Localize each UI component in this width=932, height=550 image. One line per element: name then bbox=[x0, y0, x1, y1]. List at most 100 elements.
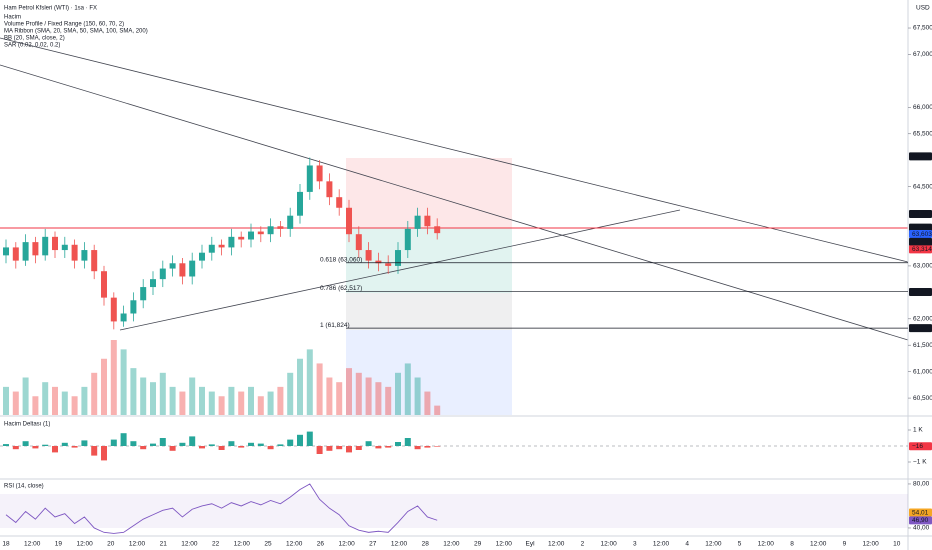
time-label: 12:00 bbox=[286, 541, 303, 548]
time-label: 12:00 bbox=[653, 541, 670, 548]
delta-bar bbox=[101, 446, 107, 461]
candle-body bbox=[32, 242, 39, 256]
time-label: 12:00 bbox=[705, 541, 722, 548]
time-label: 12:00 bbox=[76, 541, 93, 548]
y-tick-label: 80,00 bbox=[913, 481, 930, 488]
candle-body bbox=[101, 271, 107, 298]
volume-bar bbox=[12, 391, 19, 415]
delta-bar bbox=[316, 446, 323, 454]
volume-bar bbox=[287, 372, 294, 415]
volume-bar bbox=[81, 386, 88, 415]
time-label: 25 bbox=[264, 541, 272, 548]
volume-bar bbox=[414, 377, 421, 415]
price-tag bbox=[909, 288, 932, 297]
delta-bar bbox=[3, 444, 9, 446]
price-tag-label: 46,90 bbox=[912, 517, 929, 524]
delta-bar bbox=[248, 442, 254, 446]
pane-title: Hacim Deltası (1) bbox=[4, 422, 50, 428]
candle-body bbox=[218, 244, 225, 248]
time-label: 12:00 bbox=[181, 541, 198, 548]
y-tick-label: 63,000 bbox=[913, 263, 932, 270]
candle-body bbox=[169, 263, 176, 269]
delta-bar bbox=[199, 446, 205, 449]
delta-bar bbox=[297, 434, 303, 446]
delta-bar bbox=[130, 441, 137, 446]
time-label: 4 bbox=[685, 541, 689, 548]
delta-bar bbox=[12, 446, 19, 450]
delta-bar bbox=[218, 446, 225, 450]
indicator: MA Ribbon (SMA, 20, SMA, 50, SMA, 100, S… bbox=[4, 29, 148, 35]
level-label: 0.618 (63,060) bbox=[320, 256, 362, 263]
volume-bar bbox=[375, 382, 382, 415]
price-tag bbox=[909, 209, 932, 218]
delta-bar bbox=[150, 443, 156, 446]
time-label: 5 bbox=[738, 541, 742, 548]
time-label: 8 bbox=[790, 541, 794, 548]
candle-body bbox=[336, 197, 343, 208]
candle-body bbox=[179, 263, 186, 277]
time-label: 21 bbox=[160, 541, 168, 548]
volume-bar bbox=[42, 382, 49, 415]
price-tag-label: 62,506 bbox=[912, 289, 932, 296]
delta-bar bbox=[61, 442, 68, 446]
volume-bar bbox=[91, 372, 98, 415]
delta-bar bbox=[42, 444, 49, 446]
time-label: 12:00 bbox=[496, 541, 513, 548]
candle-body bbox=[238, 236, 245, 240]
delta-bar bbox=[395, 442, 401, 446]
price-tag-label: 63,314 bbox=[912, 246, 932, 253]
candle-body bbox=[12, 247, 19, 261]
volume-bar bbox=[101, 358, 107, 415]
volume-bar bbox=[150, 382, 156, 415]
price-tag bbox=[909, 245, 932, 254]
volume-bar bbox=[257, 396, 264, 415]
volume-bar bbox=[424, 391, 431, 415]
price-tag bbox=[909, 237, 932, 246]
volume-bar bbox=[169, 386, 176, 415]
price-tag-label: 63,983 bbox=[912, 211, 932, 218]
candle-body bbox=[110, 297, 117, 322]
candle-body bbox=[297, 191, 303, 216]
delta-bar bbox=[355, 446, 362, 450]
level-label: 1 (61,824) bbox=[320, 322, 350, 329]
candle-body bbox=[189, 260, 196, 277]
delta-bar bbox=[159, 438, 166, 446]
delta-bar bbox=[22, 441, 29, 446]
volume-bar bbox=[336, 382, 343, 415]
time-label: 12:00 bbox=[758, 541, 775, 548]
candle-body bbox=[22, 242, 29, 261]
y-tick-label: 40,00 bbox=[913, 525, 930, 532]
candle-body bbox=[365, 250, 372, 261]
time-label: 2 bbox=[581, 541, 585, 548]
time-label: 26 bbox=[317, 541, 325, 548]
delta-bar bbox=[365, 441, 372, 446]
price-tag bbox=[909, 152, 932, 161]
time-label: Eyl bbox=[525, 541, 535, 548]
y-tick-label: −1 K bbox=[913, 459, 927, 466]
volume-bar bbox=[159, 372, 166, 415]
delta-bar bbox=[375, 446, 382, 449]
candle-body bbox=[424, 215, 431, 227]
volume-bar bbox=[32, 396, 39, 415]
price-tag-label: −16 bbox=[912, 443, 923, 450]
candle-body bbox=[316, 165, 323, 182]
volume-bar bbox=[365, 377, 372, 415]
candle-body bbox=[414, 215, 421, 229]
indicator: SAR (0.02, 0.02, 0.2) bbox=[4, 43, 60, 49]
delta-bar bbox=[257, 443, 264, 446]
volume-bar bbox=[52, 386, 58, 415]
time-label: 10 bbox=[893, 541, 901, 548]
volume-bar bbox=[316, 363, 323, 415]
candle-body bbox=[42, 236, 49, 256]
y-tick-label: 62,000 bbox=[913, 316, 932, 323]
y-tick-label: 60,500 bbox=[913, 395, 932, 402]
delta-bar bbox=[267, 446, 274, 450]
target-zone bbox=[346, 228, 512, 293]
candle-body bbox=[395, 250, 401, 266]
volume-bar bbox=[228, 386, 235, 415]
time-label: 12:00 bbox=[862, 541, 879, 548]
volume-bar bbox=[3, 386, 9, 415]
price-tag bbox=[909, 324, 932, 333]
